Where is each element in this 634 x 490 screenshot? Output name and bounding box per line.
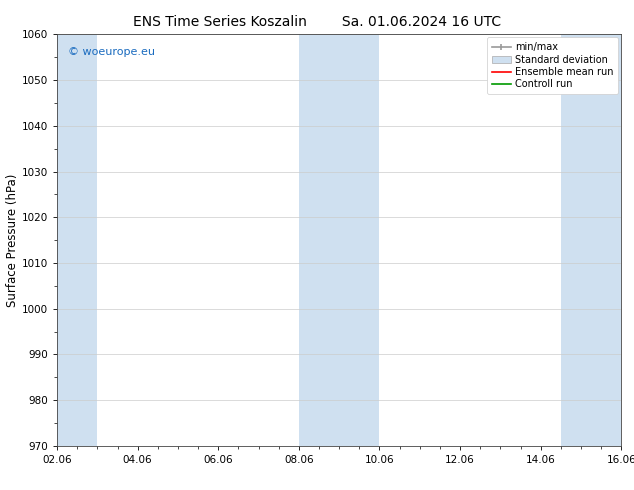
Text: © woeurope.eu: © woeurope.eu	[68, 47, 155, 57]
Text: ENS Time Series Koszalin        Sa. 01.06.2024 16 UTC: ENS Time Series Koszalin Sa. 01.06.2024 …	[133, 15, 501, 29]
Y-axis label: Surface Pressure (hPa): Surface Pressure (hPa)	[6, 173, 19, 307]
Legend: min/max, Standard deviation, Ensemble mean run, Controll run: min/max, Standard deviation, Ensemble me…	[487, 37, 618, 94]
Bar	[561, 34, 634, 446]
Bar	[299, 34, 380, 446]
Bar	[37, 34, 98, 446]
